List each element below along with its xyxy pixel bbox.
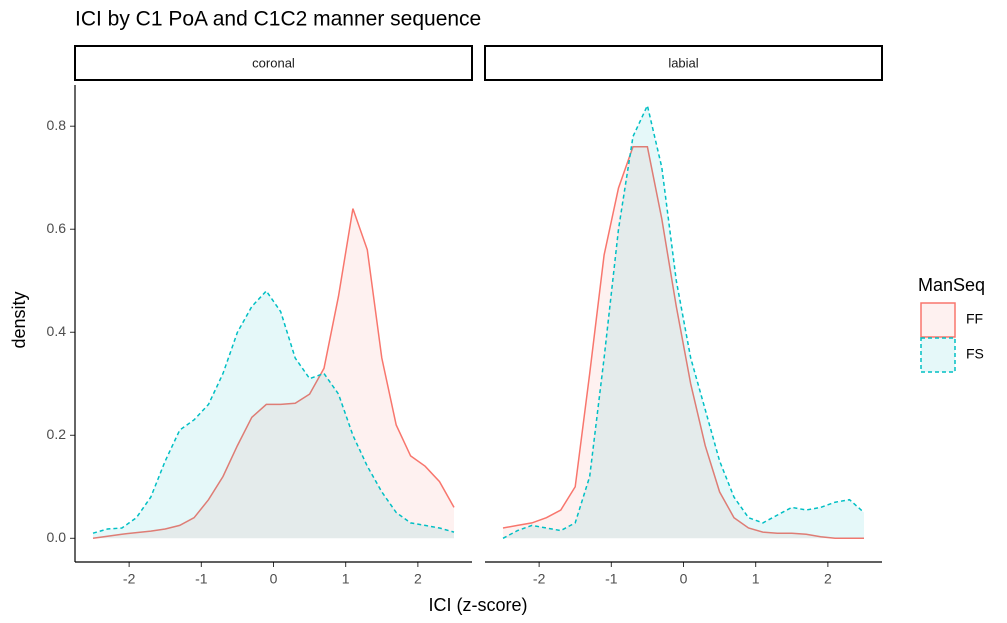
y-tick-label: 0.6 <box>47 220 67 236</box>
legend-label: FF <box>966 311 983 327</box>
y-axis-label: density <box>9 291 29 348</box>
x-tick-label: 2 <box>414 571 422 587</box>
x-tick-label: 2 <box>824 571 832 587</box>
facet-label: coronal <box>252 55 295 70</box>
x-axis-label: ICI (z-score) <box>429 595 528 615</box>
x-tick-label: 0 <box>680 571 688 587</box>
y-tick-label: 0.0 <box>47 529 67 545</box>
legend-title: ManSeq <box>918 275 985 295</box>
density-area <box>93 291 454 539</box>
x-tick-label: -2 <box>533 571 546 587</box>
y-tick-label: 0.4 <box>47 323 67 339</box>
x-tick-label: 1 <box>752 571 760 587</box>
legend-key <box>920 337 956 373</box>
x-tick-label: -1 <box>605 571 618 587</box>
legend-label: FS <box>966 346 984 362</box>
facet-strip <box>74 45 473 81</box>
density-area <box>93 208 454 539</box>
density-line <box>92 208 455 540</box>
density-line <box>502 146 864 540</box>
y-tick-label: 0.2 <box>47 426 67 442</box>
x-tick-label: -1 <box>195 571 208 587</box>
legend-key <box>920 302 956 338</box>
facet-strip <box>484 45 883 81</box>
density-line <box>92 289 455 534</box>
facet-label: labial <box>668 55 698 70</box>
x-tick-label: 0 <box>270 571 278 587</box>
x-tick-label: -2 <box>123 571 136 587</box>
density-line <box>502 103 865 539</box>
density-area <box>503 146 864 539</box>
y-tick-label: 0.8 <box>47 117 67 133</box>
chart-title: ICI by C1 PoA and C1C2 manner sequence <box>75 8 481 31</box>
x-tick-label: 1 <box>342 571 350 587</box>
